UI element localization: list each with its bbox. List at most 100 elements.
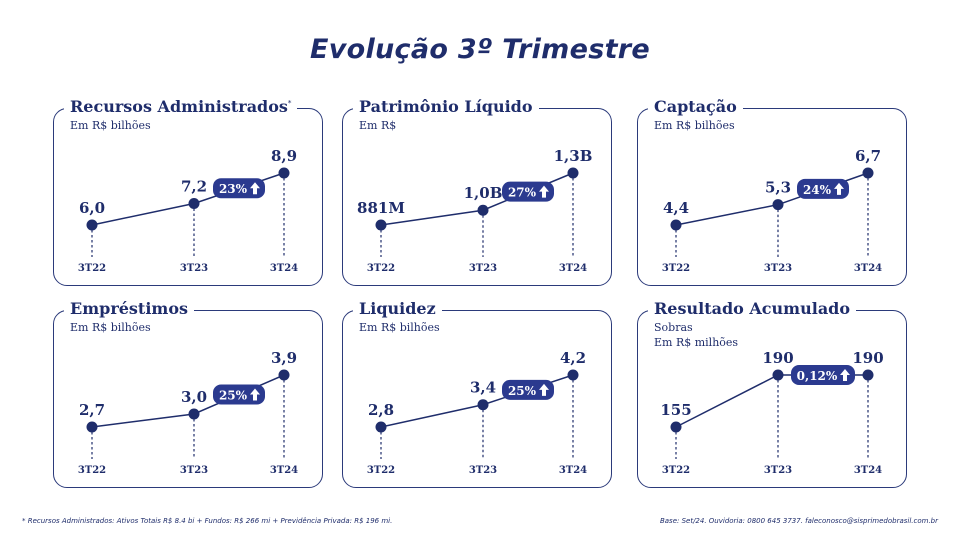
value-label: 8,9: [271, 147, 297, 165]
value-label: 5,3: [765, 179, 791, 197]
data-point: [375, 421, 387, 433]
arrow-up-icon: [250, 388, 260, 401]
category-label: 3T24: [270, 465, 298, 476]
panel-title: Captação: [648, 97, 743, 116]
value-label: 190: [852, 349, 883, 367]
growth-value: 27%: [508, 186, 537, 200]
data-point: [477, 399, 489, 411]
line-chart: 155 3T22 190 3T23 190 3T24 0,12%: [660, 349, 883, 476]
value-label: 4,2: [560, 349, 586, 367]
panel-title-text: Resultado Acumulado: [654, 299, 851, 318]
data-point: [772, 199, 784, 211]
growth-value: 0,12%: [797, 369, 838, 383]
value-label: 3,0: [181, 388, 207, 406]
data-point: [862, 369, 874, 381]
value-label: 4,4: [663, 199, 689, 217]
kpi-panel: Captação Em R$ bilhões 4,4 3T22 5,3 3T23 6,7 3T…: [637, 97, 907, 286]
arrow-up-icon: [539, 383, 549, 396]
panel-title-text: Recursos Administrados: [70, 97, 288, 116]
panel-subtitle: Em R$ bilhões: [70, 321, 151, 334]
panel-subtitle: Sobras: [654, 321, 693, 334]
category-label: 3T24: [270, 263, 298, 274]
panel-title: Liquidez: [353, 299, 442, 318]
category-label: 3T23: [180, 263, 208, 274]
category-label: 3T22: [662, 465, 690, 476]
panel-subtitle: Em R$ bilhões: [654, 119, 735, 132]
value-label: 881M: [357, 199, 405, 217]
panel-title: Resultado Acumulado: [648, 299, 857, 318]
data-point: [567, 167, 579, 179]
data-point: [188, 408, 200, 420]
data-point: [670, 219, 682, 231]
line-chart: 6,0 3T22 7,2 3T23 8,9 3T24 23%: [78, 147, 298, 274]
data-point: [188, 197, 200, 209]
value-label: 2,8: [368, 401, 394, 419]
growth-badge: [797, 178, 849, 199]
category-label: 3T24: [854, 263, 882, 274]
value-label: 3,4: [470, 379, 496, 397]
data-point: [86, 421, 98, 433]
growth-badge: [502, 379, 554, 400]
panel-title-text: Captação: [654, 97, 737, 116]
data-point: [477, 204, 489, 216]
line-chart: 2,8 3T22 3,4 3T23 4,2 3T24 25%: [367, 349, 587, 476]
data-point: [772, 369, 784, 381]
footnote: * Recursos Administrados: Ativos Totais …: [22, 517, 393, 525]
growth-badge: [791, 365, 855, 385]
arrow-up-icon: [840, 369, 850, 381]
category-label: 3T23: [469, 465, 497, 476]
growth-badge: [213, 178, 265, 199]
category-label: 3T22: [78, 465, 106, 476]
panel-title: Patrimônio Líquido: [353, 97, 539, 116]
panel-subtitle: Em R$ bilhões: [70, 119, 151, 132]
data-point: [670, 421, 682, 433]
growth-badge: [213, 384, 265, 405]
panel-title-text: Empréstimos: [70, 299, 189, 318]
category-label: 3T23: [764, 263, 792, 274]
kpi-panel: Patrimônio Líquido Em R$ 881M 3T22 1,0B 3T23 1…: [342, 97, 612, 286]
value-label: 6,0: [79, 199, 105, 217]
growth-value: 25%: [508, 384, 537, 398]
category-label: 3T24: [559, 465, 587, 476]
panel-title: Empréstimos: [64, 299, 195, 318]
panel-subtitle: Em R$: [359, 119, 397, 132]
category-label: 3T22: [78, 263, 106, 274]
growth-badge: [502, 181, 554, 202]
panel-title-text: Liquidez: [359, 299, 436, 318]
kpi-panel: Resultado Acumulado Sobras Em R$ milhões 15…: [637, 299, 907, 488]
data-point: [567, 369, 579, 381]
value-label: 155: [660, 401, 691, 419]
line-chart: 2,7 3T22 3,0 3T23 3,9 3T24 25%: [78, 349, 298, 476]
data-point: [862, 167, 874, 179]
panel-title-text: Patrimônio Líquido: [359, 97, 533, 116]
value-label: 2,7: [79, 401, 105, 419]
data-point: [86, 219, 98, 231]
kpi-panel: Liquidez Em R$ bilhões 2,8 3T22 3,4 3T23 4,2 3T…: [342, 299, 612, 488]
value-label: 3,9: [271, 349, 297, 367]
panel-subtitle: Em R$ bilhões: [359, 321, 440, 334]
line-chart: 881M 3T22 1,0B 3T23 1,3B 3T24 27%: [357, 147, 592, 274]
value-label: 1,0B: [464, 184, 503, 202]
kpi-panel: Empréstimos Em R$ bilhões 2,7 3T22 3,0 3T23 3,…: [53, 299, 323, 488]
arrow-up-icon: [250, 182, 260, 195]
category-label: 3T23: [469, 263, 497, 274]
value-label: 6,7: [855, 147, 881, 165]
arrow-up-icon: [539, 185, 549, 198]
value-label: 7,2: [181, 177, 207, 195]
data-point: [375, 219, 387, 231]
contact-info: Base: Set/24. Ouvidoria: 0800 645 3737. …: [659, 517, 938, 525]
category-label: 3T23: [764, 465, 792, 476]
footnote-mark: *: [287, 99, 292, 108]
category-label: 3T24: [559, 263, 587, 274]
panel-subtitle: Em R$ milhões: [654, 336, 739, 349]
growth-value: 25%: [219, 389, 248, 403]
panel-title: Recursos Administrados*: [64, 97, 298, 116]
data-point: [278, 369, 290, 381]
data-point: [278, 167, 290, 179]
category-label: 3T22: [367, 263, 395, 274]
line-chart: 4,4 3T22 5,3 3T23 6,7 3T24 24%: [662, 147, 882, 274]
growth-value: 24%: [803, 183, 832, 197]
category-label: 3T22: [367, 465, 395, 476]
growth-value: 23%: [219, 182, 248, 196]
category-label: 3T23: [180, 465, 208, 476]
